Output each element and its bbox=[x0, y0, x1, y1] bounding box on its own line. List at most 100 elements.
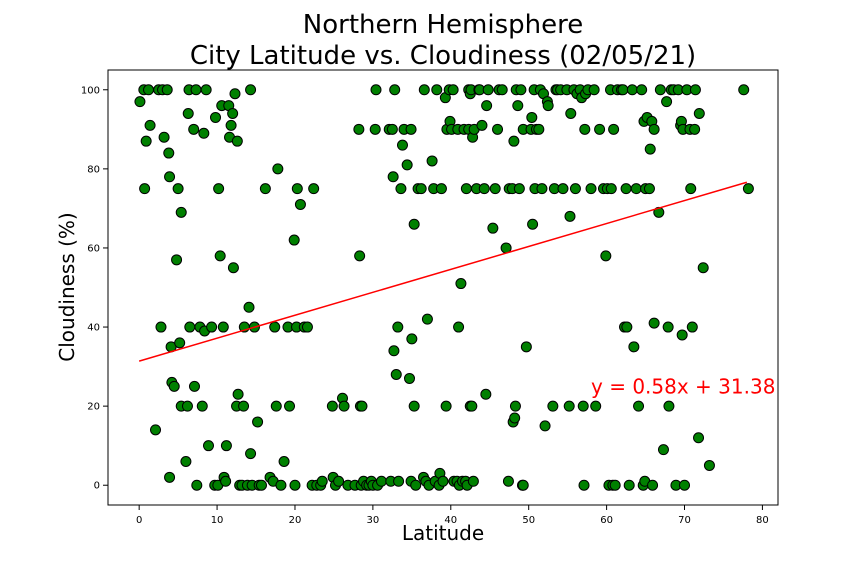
data-point bbox=[647, 479, 659, 491]
data-point bbox=[301, 321, 313, 333]
x-axis-label: Latitude bbox=[402, 521, 484, 545]
data-point bbox=[408, 400, 420, 412]
y-tick-label: 40 bbox=[87, 323, 100, 334]
data-point bbox=[289, 479, 301, 491]
data-point bbox=[243, 301, 255, 313]
data-point bbox=[431, 84, 443, 96]
data-point bbox=[617, 84, 629, 96]
data-point bbox=[693, 108, 705, 119]
data-point bbox=[227, 262, 239, 274]
plot-frame bbox=[107, 69, 779, 506]
data-point bbox=[143, 84, 155, 96]
data-point bbox=[238, 400, 250, 412]
data-point bbox=[396, 139, 408, 151]
data-point bbox=[278, 456, 290, 467]
data-point bbox=[155, 321, 167, 333]
data-point bbox=[509, 400, 521, 412]
data-point bbox=[333, 475, 345, 487]
x-tick-label: 50 bbox=[522, 515, 535, 526]
data-point bbox=[392, 321, 404, 333]
data-point bbox=[590, 400, 602, 412]
data-point bbox=[272, 163, 284, 175]
data-point bbox=[689, 123, 701, 135]
data-point bbox=[225, 119, 237, 131]
y-tick-label: 80 bbox=[87, 164, 100, 175]
data-point bbox=[150, 424, 162, 436]
data-point bbox=[496, 84, 508, 96]
data-point bbox=[181, 400, 193, 412]
data-point bbox=[564, 210, 576, 222]
data-point bbox=[482, 84, 494, 96]
data-point bbox=[245, 448, 257, 460]
data-point bbox=[163, 147, 175, 159]
data-point bbox=[569, 183, 581, 195]
x-tick-label: 80 bbox=[756, 515, 769, 526]
x-tick-label: 70 bbox=[678, 515, 691, 526]
data-point bbox=[203, 440, 214, 452]
y-tick-label: 100 bbox=[81, 85, 100, 96]
data-point bbox=[172, 183, 184, 195]
data-point bbox=[608, 123, 620, 135]
data-point bbox=[401, 159, 413, 171]
data-point bbox=[478, 183, 490, 195]
regression-line bbox=[138, 181, 748, 362]
data-point bbox=[738, 84, 750, 96]
data-point bbox=[533, 123, 545, 135]
data-point bbox=[393, 475, 405, 487]
data-point bbox=[406, 333, 418, 345]
data-point bbox=[191, 479, 203, 491]
data-point bbox=[703, 459, 715, 471]
y-tick-label: 20 bbox=[87, 402, 100, 413]
data-point bbox=[188, 380, 200, 392]
data-point bbox=[354, 250, 366, 262]
data-point bbox=[196, 400, 208, 412]
data-point bbox=[565, 108, 577, 119]
data-point bbox=[653, 206, 665, 218]
data-point bbox=[370, 84, 382, 96]
data-point bbox=[467, 475, 479, 487]
data-point bbox=[609, 479, 621, 491]
data-point bbox=[489, 183, 501, 195]
regression-equation: y = 0.58x + 31.38 bbox=[591, 374, 775, 398]
data-point bbox=[369, 123, 381, 135]
data-point bbox=[426, 155, 438, 167]
data-point bbox=[480, 388, 492, 400]
x-tick-label: 30 bbox=[367, 515, 380, 526]
data-point bbox=[689, 84, 701, 96]
data-point bbox=[517, 479, 529, 491]
data-point bbox=[294, 198, 306, 210]
data-point bbox=[200, 84, 212, 96]
data-point bbox=[270, 400, 282, 412]
data-point bbox=[620, 183, 632, 195]
data-point bbox=[520, 341, 532, 353]
data-point bbox=[512, 100, 524, 112]
data-point bbox=[648, 123, 660, 135]
data-point bbox=[232, 388, 244, 400]
data-point bbox=[388, 345, 400, 357]
data-point bbox=[679, 479, 691, 491]
data-point bbox=[139, 183, 151, 195]
data-point bbox=[316, 475, 328, 487]
data-point bbox=[326, 400, 338, 412]
data-point bbox=[435, 183, 447, 195]
data-point bbox=[557, 183, 569, 195]
data-point bbox=[405, 123, 417, 135]
data-point bbox=[252, 416, 264, 428]
data-point bbox=[633, 400, 645, 412]
data-point bbox=[180, 456, 192, 467]
data-point bbox=[415, 183, 427, 195]
data-point bbox=[182, 108, 194, 119]
data-point bbox=[685, 183, 697, 195]
data-point bbox=[220, 440, 232, 452]
data-point bbox=[447, 84, 459, 96]
data-point bbox=[547, 400, 559, 412]
data-point bbox=[492, 123, 504, 135]
data-point bbox=[171, 254, 183, 266]
data-point bbox=[605, 183, 617, 195]
data-point bbox=[686, 321, 698, 333]
data-point bbox=[353, 123, 365, 135]
x-tick-label: 0 bbox=[136, 515, 142, 526]
data-point bbox=[542, 100, 554, 112]
data-point bbox=[579, 123, 591, 135]
